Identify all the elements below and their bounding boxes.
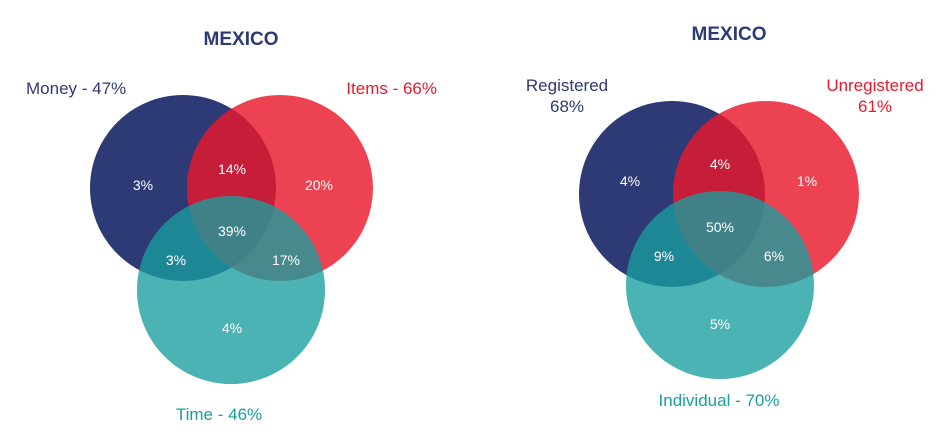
set-label-unregistered-line2: 61% — [858, 97, 892, 116]
diagram-title: MEXICO — [692, 24, 767, 45]
set-label-unregistered-line1: Unregistered — [826, 76, 923, 95]
region-time-only: 4% — [222, 320, 242, 336]
set-circle-individual — [626, 191, 814, 379]
set-label-time: Time - 46% — [176, 405, 262, 424]
set-label-registered-line2: 68% — [550, 97, 584, 116]
region-all-three: 50% — [706, 219, 734, 235]
region-money-time: 3% — [166, 252, 186, 268]
venn-diagram-right: MEXICO Registered 68% Unregistered 61% I… — [526, 24, 924, 410]
region-money-only: 3% — [133, 177, 153, 193]
region-unregistered-only: 1% — [797, 173, 817, 189]
region-items-only: 20% — [305, 177, 333, 193]
region-all-three: 39% — [218, 223, 246, 239]
venn-diagram-left: MEXICO Money - 47% Items - 66% Time - 46… — [26, 29, 437, 424]
region-money-items: 14% — [218, 161, 246, 177]
region-registered-only: 4% — [620, 173, 640, 189]
set-label-individual: Individual - 70% — [659, 391, 780, 410]
set-label-money: Money - 47% — [26, 79, 126, 98]
region-unregistered-individual: 6% — [764, 248, 784, 264]
set-label-items: Items - 66% — [346, 79, 437, 98]
set-label-registered-line1: Registered — [526, 76, 608, 95]
region-items-time: 17% — [272, 252, 300, 268]
diagram-title: MEXICO — [204, 29, 279, 50]
set-circle-time — [137, 196, 325, 384]
region-individual-only: 5% — [710, 316, 730, 332]
region-registered-unregistered: 4% — [710, 156, 730, 172]
region-registered-individual: 9% — [654, 248, 674, 264]
